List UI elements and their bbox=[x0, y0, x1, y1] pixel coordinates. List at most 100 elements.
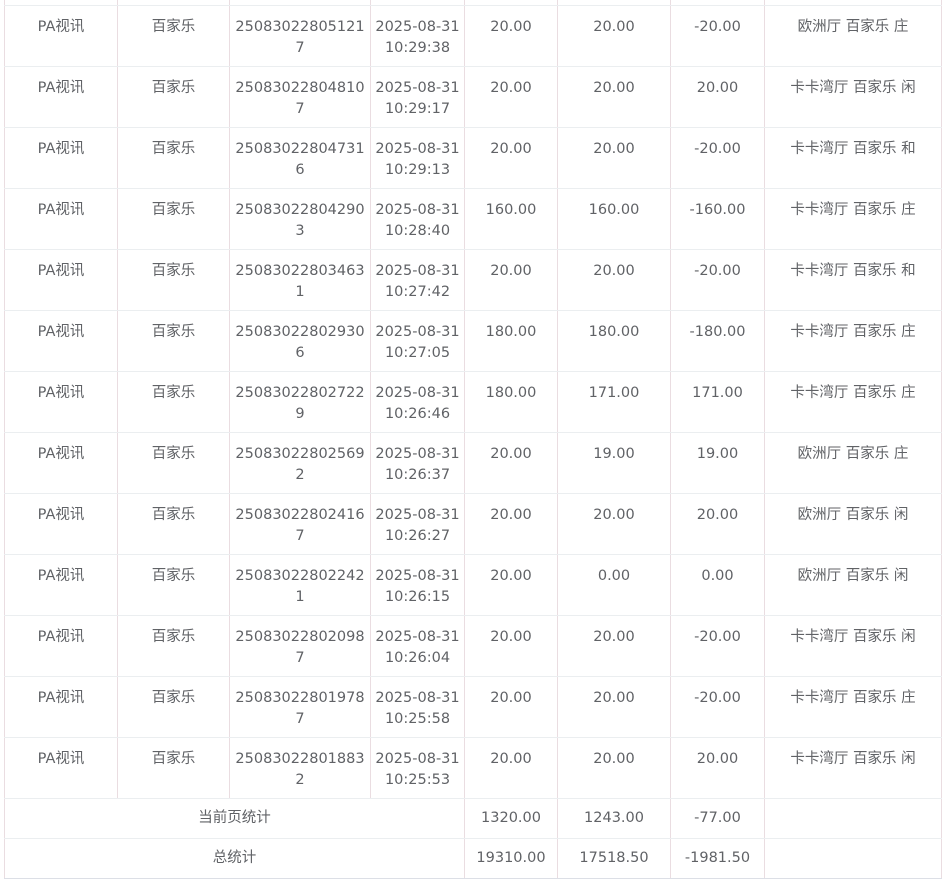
time-cell: 2025-08-31 10:26:15 bbox=[370, 554, 465, 616]
detail-cell: 卡卡湾厅 百家乐 和 bbox=[764, 249, 942, 311]
valid-amount-cell: 20.00 bbox=[557, 737, 671, 799]
time-cell: 2025-08-31 10:29:13 bbox=[370, 127, 465, 189]
summary-label: 总统计 bbox=[4, 838, 465, 879]
table-row: PA视讯 百家乐 250830228020987 2025-08-31 10:26:0… bbox=[4, 615, 942, 677]
game-cell: 百家乐 bbox=[117, 554, 230, 616]
table-row: PA视讯 百家乐 250830228042903 2025-08-31 10:28:4… bbox=[4, 188, 942, 250]
bet-id-cell: 250830228042903 bbox=[229, 188, 371, 250]
detail-cell: 卡卡湾厅 百家乐 庄 bbox=[764, 676, 942, 738]
win-loss-cell: -180.00 bbox=[670, 310, 765, 372]
time-cell: 2025-08-31 10:26:37 bbox=[370, 432, 465, 494]
platform-cell: PA视讯 bbox=[4, 432, 118, 494]
table-row: PA视讯 百家乐 250830228051217 2025-08-31 10:29:3… bbox=[4, 5, 942, 67]
valid-amount-cell: 0.00 bbox=[557, 554, 671, 616]
bet-amount-cell: 20.00 bbox=[464, 554, 558, 616]
bet-id-cell: 250830228029306 bbox=[229, 310, 371, 372]
summary-win-loss: -77.00 bbox=[670, 798, 765, 839]
bet-amount-cell: 20.00 bbox=[464, 737, 558, 799]
win-loss-cell: 19.00 bbox=[670, 432, 765, 494]
table-row: PA视讯 百家乐 250830228022421 2025-08-31 10:26:1… bbox=[4, 554, 942, 616]
bet-amount-cell: 20.00 bbox=[464, 127, 558, 189]
valid-amount-cell: 20.00 bbox=[557, 127, 671, 189]
win-loss-cell: -160.00 bbox=[670, 188, 765, 250]
platform-cell: PA视讯 bbox=[4, 737, 118, 799]
valid-amount-cell: 20.00 bbox=[557, 676, 671, 738]
bet-amount-cell: 180.00 bbox=[464, 371, 558, 433]
bet-id-cell: 250830228051217 bbox=[229, 5, 371, 67]
table-row: PA视讯 百家乐 250830228047316 2025-08-31 10:29:1… bbox=[4, 127, 942, 189]
summary-win-loss: -1981.50 bbox=[670, 838, 765, 879]
valid-amount-cell: 20.00 bbox=[557, 5, 671, 67]
table-row: PA视讯 百家乐 250830228029306 2025-08-31 10:27:0… bbox=[4, 310, 942, 372]
game-cell: 百家乐 bbox=[117, 676, 230, 738]
valid-amount-cell: 19.00 bbox=[557, 432, 671, 494]
bet-id-cell: 250830228022421 bbox=[229, 554, 371, 616]
bet-amount-cell: 20.00 bbox=[464, 493, 558, 555]
bet-amount-cell: 20.00 bbox=[464, 249, 558, 311]
win-loss-cell: -20.00 bbox=[670, 676, 765, 738]
bet-amount-cell: 180.00 bbox=[464, 310, 558, 372]
bet-id-cell: 250830228024167 bbox=[229, 493, 371, 555]
bet-id-cell: 250830228025692 bbox=[229, 432, 371, 494]
detail-cell: 卡卡湾厅 百家乐 庄 bbox=[764, 310, 942, 372]
bet-id-cell: 250830228019787 bbox=[229, 676, 371, 738]
table-row: PA视讯 百家乐 250830228048107 2025-08-31 10:29:1… bbox=[4, 66, 942, 128]
table-row: PA视讯 百家乐 250830228034631 2025-08-31 10:27:4… bbox=[4, 249, 942, 311]
table-row: PA视讯 百家乐 250830228024167 2025-08-31 10:26:2… bbox=[4, 493, 942, 555]
time-cell: 2025-08-31 10:29:38 bbox=[370, 5, 465, 67]
game-cell: 百家乐 bbox=[117, 310, 230, 372]
win-loss-cell: 171.00 bbox=[670, 371, 765, 433]
time-cell: 2025-08-31 10:26:46 bbox=[370, 371, 465, 433]
valid-amount-cell: 20.00 bbox=[557, 249, 671, 311]
win-loss-cell: -20.00 bbox=[670, 249, 765, 311]
game-cell: 百家乐 bbox=[117, 188, 230, 250]
summary-label: 当前页统计 bbox=[4, 798, 465, 839]
summary-bet: 1320.00 bbox=[464, 798, 558, 839]
game-cell: 百家乐 bbox=[117, 432, 230, 494]
game-cell: 百家乐 bbox=[117, 66, 230, 128]
platform-cell: PA视讯 bbox=[4, 310, 118, 372]
win-loss-cell: 20.00 bbox=[670, 737, 765, 799]
platform-cell: PA视讯 bbox=[4, 493, 118, 555]
table-row-partial bbox=[4, 0, 942, 6]
valid-amount-cell: 180.00 bbox=[557, 310, 671, 372]
game-cell: 百家乐 bbox=[117, 615, 230, 677]
platform-cell: PA视讯 bbox=[4, 554, 118, 616]
win-loss-cell: 0.00 bbox=[670, 554, 765, 616]
game-cell: 百家乐 bbox=[117, 371, 230, 433]
detail-cell: 卡卡湾厅 百家乐 闲 bbox=[764, 66, 942, 128]
time-cell: 2025-08-31 10:25:53 bbox=[370, 737, 465, 799]
valid-amount-cell: 20.00 bbox=[557, 493, 671, 555]
game-cell: 百家乐 bbox=[117, 249, 230, 311]
platform-cell: PA视讯 bbox=[4, 371, 118, 433]
bet-amount-cell: 20.00 bbox=[464, 432, 558, 494]
summary-empty bbox=[764, 838, 942, 879]
time-cell: 2025-08-31 10:27:42 bbox=[370, 249, 465, 311]
summary-bet: 19310.00 bbox=[464, 838, 558, 879]
time-cell: 2025-08-31 10:28:40 bbox=[370, 188, 465, 250]
summary-row: 总统计 19310.00 17518.50 -1981.50 bbox=[4, 838, 942, 879]
detail-cell: 欧洲厅 百家乐 庄 bbox=[764, 432, 942, 494]
bet-id-cell: 250830228047316 bbox=[229, 127, 371, 189]
summary-empty bbox=[764, 798, 942, 839]
summary-row: 当前页统计 1320.00 1243.00 -77.00 bbox=[4, 798, 942, 839]
detail-cell: 欧洲厅 百家乐 庄 bbox=[764, 5, 942, 67]
bet-id-cell: 250830228048107 bbox=[229, 66, 371, 128]
detail-cell: 卡卡湾厅 百家乐 闲 bbox=[764, 737, 942, 799]
platform-cell: PA视讯 bbox=[4, 249, 118, 311]
platform-cell: PA视讯 bbox=[4, 188, 118, 250]
time-cell: 2025-08-31 10:27:05 bbox=[370, 310, 465, 372]
detail-cell: 卡卡湾厅 百家乐 庄 bbox=[764, 188, 942, 250]
platform-cell: PA视讯 bbox=[4, 66, 118, 128]
time-cell: 2025-08-31 10:29:17 bbox=[370, 66, 465, 128]
bet-amount-cell: 20.00 bbox=[464, 5, 558, 67]
detail-cell: 卡卡湾厅 百家乐 闲 bbox=[764, 615, 942, 677]
win-loss-cell: 20.00 bbox=[670, 493, 765, 555]
bet-id-cell: 250830228034631 bbox=[229, 249, 371, 311]
bet-amount-cell: 20.00 bbox=[464, 615, 558, 677]
valid-amount-cell: 20.00 bbox=[557, 615, 671, 677]
platform-cell: PA视讯 bbox=[4, 676, 118, 738]
valid-amount-cell: 20.00 bbox=[557, 66, 671, 128]
bet-id-cell: 250830228020987 bbox=[229, 615, 371, 677]
bet-records-table: PA视讯 百家乐 250830228051217 2025-08-31 10:29:3… bbox=[4, 0, 942, 879]
